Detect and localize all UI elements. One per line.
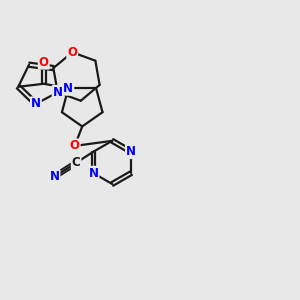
- Text: N: N: [50, 170, 59, 183]
- Text: C: C: [72, 156, 80, 169]
- Text: O: O: [70, 140, 80, 152]
- Text: N: N: [31, 98, 41, 110]
- Text: N: N: [126, 145, 136, 158]
- Text: O: O: [39, 56, 49, 69]
- Text: N: N: [88, 167, 98, 180]
- Text: O: O: [67, 46, 77, 59]
- Text: N: N: [63, 82, 73, 95]
- Text: N: N: [53, 86, 63, 99]
